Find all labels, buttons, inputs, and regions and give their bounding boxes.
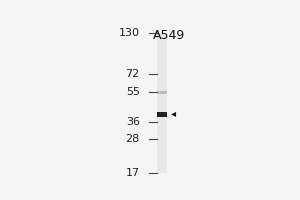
Text: 17: 17 [126, 168, 140, 178]
Bar [157, 91, 167, 94]
Text: 36: 36 [126, 117, 140, 127]
Bar [157, 33, 167, 173]
Text: 130: 130 [119, 28, 140, 38]
Text: 28: 28 [126, 134, 140, 144]
Text: 55: 55 [126, 87, 140, 97]
Text: 72: 72 [126, 69, 140, 79]
Bar [157, 112, 167, 117]
Text: A549: A549 [153, 29, 185, 42]
